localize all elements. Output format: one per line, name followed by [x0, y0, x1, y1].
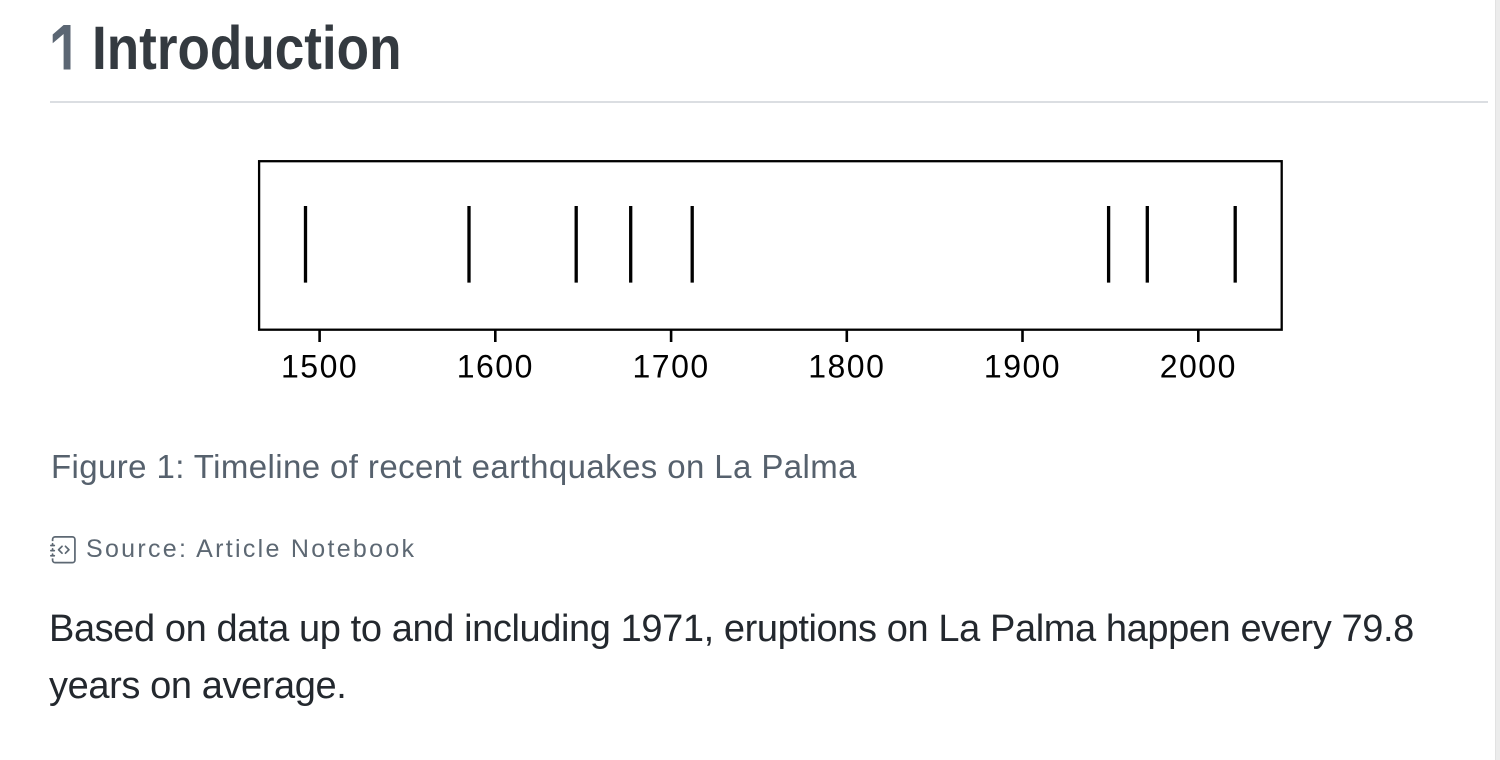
svg-text:1700: 1700: [633, 349, 710, 385]
svg-text:1600: 1600: [457, 349, 534, 385]
svg-text:2000: 2000: [1160, 349, 1237, 385]
svg-text:1800: 1800: [808, 349, 885, 385]
svg-text:1900: 1900: [984, 349, 1061, 385]
svg-text:1500: 1500: [281, 349, 358, 385]
